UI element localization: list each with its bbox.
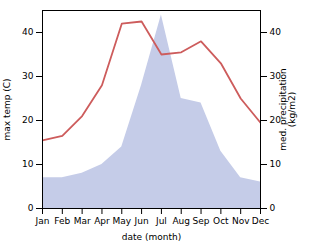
svg-text:Apr: Apr (94, 216, 110, 226)
svg-text:Jul: Jul (155, 216, 167, 226)
svg-text:10: 10 (22, 159, 34, 169)
svg-text:Jun: Jun (134, 216, 149, 226)
svg-text:Mar: Mar (74, 216, 91, 226)
svg-text:10: 10 (270, 159, 282, 169)
svg-text:max temp (C): max temp (C) (2, 78, 12, 140)
svg-text:20: 20 (22, 115, 34, 125)
svg-text:40: 40 (22, 27, 34, 37)
svg-text:0: 0 (270, 203, 276, 213)
svg-text:date (month): date (month) (122, 232, 181, 242)
svg-text:med. precipitation(kg/m2): med. precipitation(kg/m2) (278, 68, 297, 150)
svg-text:May: May (112, 216, 131, 226)
svg-text:Dec: Dec (252, 216, 269, 226)
svg-text:Feb: Feb (54, 216, 70, 226)
svg-text:Jan: Jan (35, 216, 50, 226)
svg-text:30: 30 (22, 71, 34, 81)
svg-text:Sep: Sep (193, 216, 210, 226)
svg-text:Nov: Nov (232, 216, 250, 226)
svg-text:30: 30 (269, 71, 281, 82)
svg-text:20: 20 (269, 115, 281, 126)
svg-text:Aug: Aug (172, 216, 190, 226)
svg-text:Oct: Oct (213, 216, 229, 226)
svg-text:40: 40 (270, 27, 282, 37)
svg-text:0: 0 (28, 203, 34, 213)
